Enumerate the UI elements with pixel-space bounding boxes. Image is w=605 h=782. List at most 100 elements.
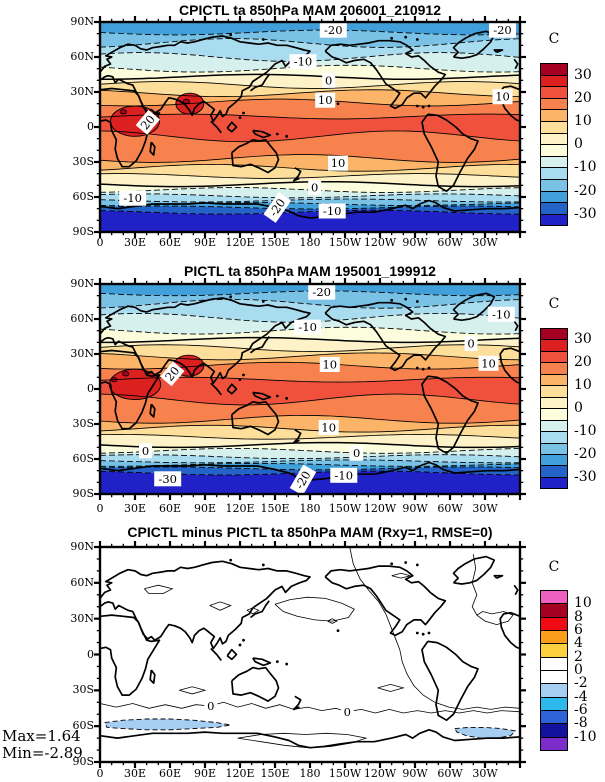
panel1-colorbar-unit: C <box>548 31 560 47</box>
island-dot <box>229 33 233 37</box>
panel3-colorbar: 10 8 6 4 2 0 -2 -4 -6 -8 -10 <box>540 590 597 752</box>
zero-contour-line <box>274 596 355 622</box>
colorbar-tick-label: -20 <box>574 445 597 462</box>
colorbar-tick-label: 4 <box>574 635 583 652</box>
contour-band <box>100 38 520 62</box>
colorbar-box <box>540 214 568 226</box>
colorbar-box <box>540 630 568 644</box>
contour-line <box>99 81 521 89</box>
island-dot <box>229 558 233 562</box>
lat-tick-label: 30S <box>72 683 94 697</box>
svg-text:-10: -10 <box>335 468 354 482</box>
zero-contour-line <box>179 686 207 695</box>
island-dot <box>415 631 419 635</box>
lat-tick-label: 0 <box>87 120 94 133</box>
contour-band <box>100 130 520 163</box>
coastline <box>493 49 504 54</box>
panel2-colorbar-unit: C <box>548 296 560 312</box>
colorbar-tick-label: 10 <box>574 113 592 129</box>
lon-tick-label: 60E <box>158 502 182 515</box>
coastline <box>99 87 161 168</box>
coastline <box>99 614 161 696</box>
contour-label: -10 <box>330 467 358 483</box>
lat-tick-label: 90N <box>70 277 94 290</box>
contour-label: 10 <box>478 355 499 371</box>
svg-text:10: 10 <box>318 93 333 107</box>
contour-label: 10 <box>319 357 340 372</box>
lat-tick-label: 90N <box>70 15 94 28</box>
contour-label: 0 <box>350 445 364 461</box>
coastline <box>149 141 156 156</box>
contour-band <box>100 65 520 80</box>
island-dot <box>261 300 265 303</box>
colorbar-tick-label: -10 <box>574 159 597 176</box>
coastline <box>499 611 521 650</box>
svg-text:0: 0 <box>353 446 360 460</box>
island-dot <box>261 38 265 41</box>
lon-tick-label: 150E <box>260 502 290 515</box>
coastline <box>493 574 504 579</box>
contour-line <box>99 209 520 215</box>
island-dot <box>336 629 340 633</box>
island-dot <box>421 632 425 636</box>
contour-band <box>100 210 520 232</box>
island-dot <box>427 631 431 635</box>
coastline <box>421 375 479 455</box>
lat-tick-label: 90N <box>70 540 94 553</box>
lon-tick-label: 120E <box>225 767 255 780</box>
coastline <box>99 349 161 430</box>
colorbar-box <box>540 617 568 631</box>
svg-text:-10: -10 <box>323 204 342 218</box>
coastline <box>292 167 302 182</box>
contour-line <box>99 98 521 107</box>
lat-tick-label: 90S <box>72 755 94 768</box>
contour-label: -10 <box>119 190 147 206</box>
contour-band <box>100 154 520 172</box>
colorbar-tick-label: 30 <box>574 331 592 348</box>
colorbar-tick-label: 8 <box>574 608 583 625</box>
lon-tick-label: 120E <box>225 502 255 515</box>
svg-text:0: 0 <box>325 73 332 87</box>
zero-contour-line <box>327 618 338 624</box>
coastline <box>252 129 272 139</box>
island-dot <box>238 643 242 647</box>
coastline <box>292 695 302 711</box>
contour-label: 20 <box>160 361 185 387</box>
contour-line <box>100 73 521 80</box>
coastline <box>513 584 519 596</box>
lon-tick-label: 60W <box>437 236 463 249</box>
coastlines <box>99 555 521 749</box>
svg-text:10: 10 <box>481 356 496 370</box>
contour-line <box>99 424 520 433</box>
contour-line <box>99 433 521 440</box>
island-dot <box>404 35 408 39</box>
island-dot <box>415 563 419 567</box>
colorbar-tick-label: 10 <box>574 377 592 394</box>
colorbar-box <box>540 657 568 671</box>
lon-tick-label: 30E <box>123 767 147 780</box>
zero-contours <box>99 546 521 749</box>
contour-line <box>99 193 521 199</box>
panel3-colorbar-unit: C <box>548 559 560 575</box>
lon-tick-label: 120E <box>225 236 255 249</box>
contour-label: -10 <box>318 203 346 219</box>
contour-band <box>100 415 520 433</box>
contour-band <box>100 425 520 440</box>
contour-line <box>99 163 521 172</box>
contour-label: 10 <box>328 155 348 171</box>
coastline <box>249 73 270 92</box>
lon-tick-label: 90W <box>402 502 428 515</box>
colorbar-tick-label: 6 <box>574 621 583 638</box>
lon-tick-label: 180 <box>299 502 321 515</box>
svg-text:0: 0 <box>207 699 214 713</box>
coastline <box>230 666 280 702</box>
lon-tick-label: 150W <box>328 236 362 249</box>
island-dot <box>390 562 394 566</box>
colorbar-tick-label: -20 <box>574 182 597 199</box>
island-dot <box>275 132 279 136</box>
contour-label: -30 <box>154 471 182 487</box>
lon-tick-label: 60W <box>437 502 463 515</box>
coastline <box>252 391 272 401</box>
